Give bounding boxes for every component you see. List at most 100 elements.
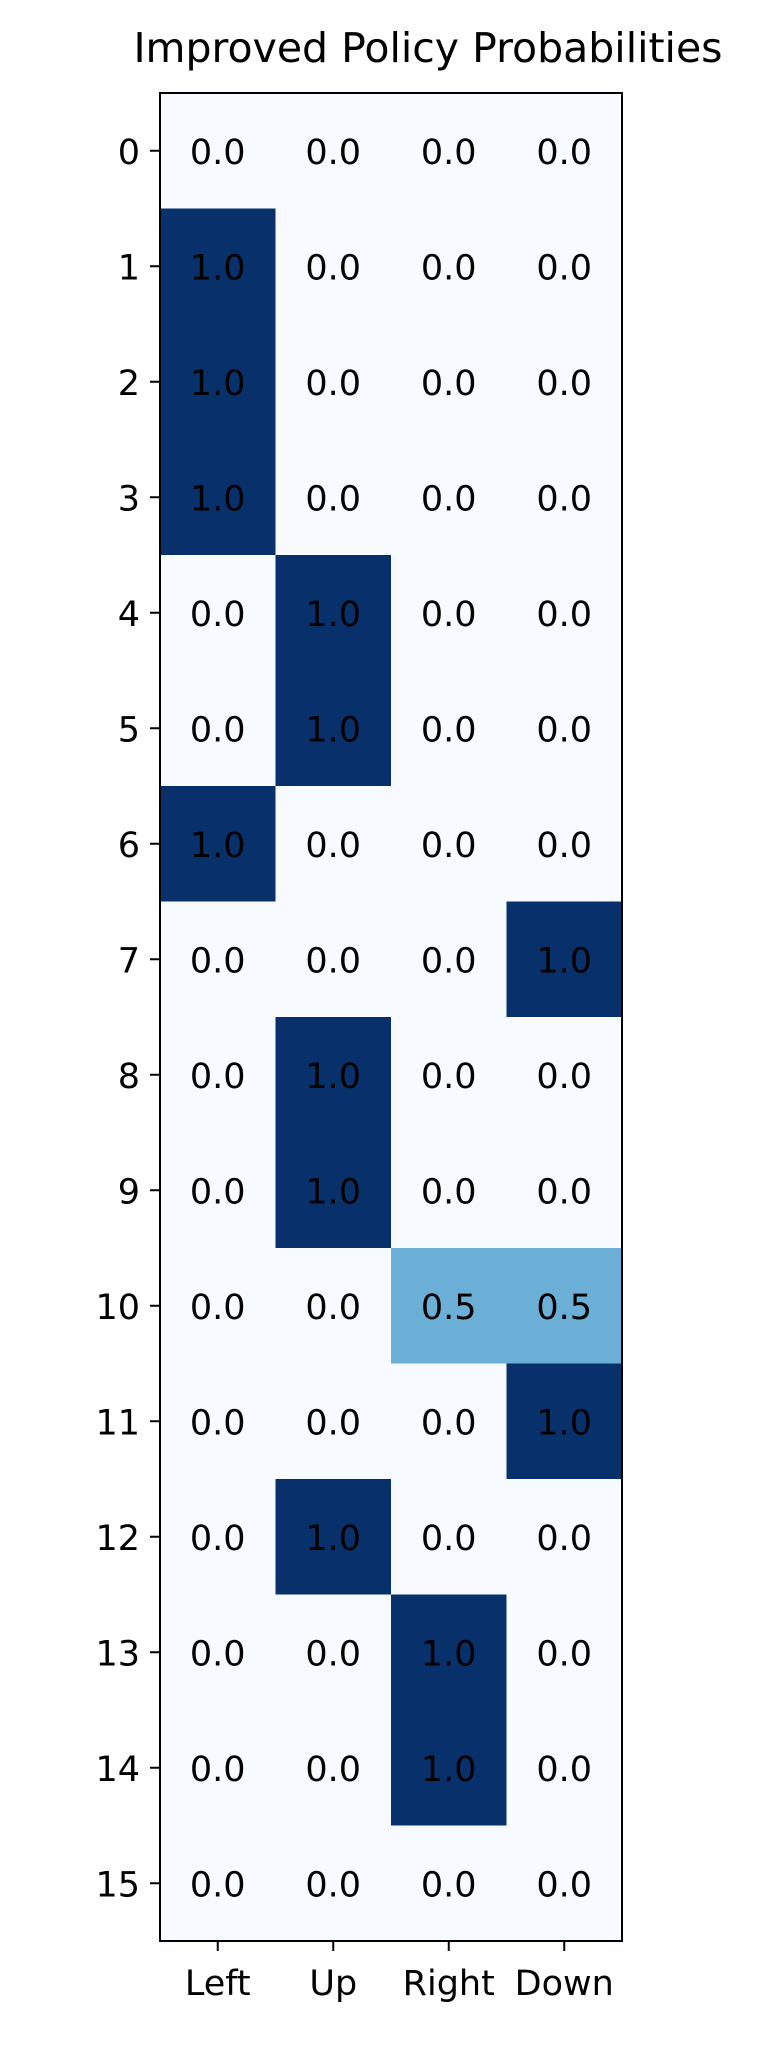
heatmap-cell bbox=[275, 670, 392, 787]
y-tick-label: 10 bbox=[95, 1288, 140, 1328]
cell-value-label: 0.0 bbox=[305, 1750, 361, 1790]
cell-value-label: 0.5 bbox=[421, 1288, 477, 1328]
heatmap-cell bbox=[160, 1710, 277, 1827]
cell-value-label: 0.0 bbox=[190, 1519, 246, 1559]
cell-value-label: 1.0 bbox=[305, 1519, 361, 1559]
chart-title: Improved Policy Probabilities bbox=[133, 24, 722, 72]
cell-value-label: 0.0 bbox=[421, 710, 477, 750]
cell-value-label: 0.0 bbox=[536, 1172, 592, 1212]
heatmap-cell bbox=[160, 1594, 277, 1711]
heatmap-cell bbox=[160, 1479, 277, 1596]
x-axis: Left Up Right Down bbox=[185, 1941, 614, 2004]
cell-value-label: 0.0 bbox=[421, 941, 477, 981]
heatmap-cell bbox=[160, 324, 277, 441]
cell-value-label: 0.0 bbox=[536, 710, 592, 750]
cell-value-label: 0.0 bbox=[305, 1288, 361, 1328]
y-tick-label: 15 bbox=[95, 1865, 140, 1905]
heatmap-cell bbox=[506, 1594, 623, 1711]
heatmap-cell bbox=[160, 93, 277, 210]
cell-value-label: 0.0 bbox=[305, 364, 361, 404]
cell-value-label: 0.0 bbox=[305, 1634, 361, 1674]
heatmap-cell bbox=[506, 670, 623, 787]
cell-value-label: 0.0 bbox=[421, 248, 477, 288]
heatmap-cell bbox=[160, 208, 277, 325]
heatmap-cell bbox=[506, 1363, 623, 1480]
heatmap-cell bbox=[275, 439, 392, 556]
heatmap-cell bbox=[391, 1248, 508, 1365]
cell-value-label: 0.0 bbox=[421, 364, 477, 404]
cell-value-label: 0.0 bbox=[536, 248, 592, 288]
heatmap-cell bbox=[275, 1132, 392, 1249]
heatmap-cell bbox=[275, 786, 392, 903]
cell-value-label: 0.0 bbox=[536, 1750, 592, 1790]
heatmap-cell bbox=[275, 555, 392, 672]
heatmap-cell bbox=[160, 1363, 277, 1480]
y-tick-label: 2 bbox=[118, 364, 140, 404]
cell-value-label: 0.0 bbox=[536, 133, 592, 173]
cell-value-label: 0.0 bbox=[190, 1288, 246, 1328]
cell-value-label: 1.0 bbox=[536, 1403, 592, 1443]
cell-value-label: 0.0 bbox=[421, 1057, 477, 1097]
heatmap-cell bbox=[391, 786, 508, 903]
cell-value-label: 0.0 bbox=[190, 1403, 246, 1443]
heatmap-cell bbox=[391, 1363, 508, 1480]
y-tick-label: 5 bbox=[118, 710, 140, 750]
cell-value-label: 0.0 bbox=[190, 133, 246, 173]
heatmap-cell bbox=[506, 208, 623, 325]
heatmap-cell bbox=[275, 901, 392, 1018]
cell-value-label: 0.0 bbox=[536, 1519, 592, 1559]
y-tick-label: 9 bbox=[118, 1172, 140, 1212]
heatmap-cell bbox=[160, 901, 277, 1018]
heatmap-cell bbox=[160, 670, 277, 787]
cell-value-label: 1.0 bbox=[190, 248, 246, 288]
heatmap-cell bbox=[506, 1248, 623, 1365]
cell-value-label: 0.0 bbox=[421, 1519, 477, 1559]
heatmap-cell bbox=[160, 1825, 277, 1942]
cell-value-label: 0.5 bbox=[536, 1288, 592, 1328]
cell-value-label: 0.0 bbox=[421, 133, 477, 173]
heatmap-cell bbox=[275, 93, 392, 210]
heatmap-cell bbox=[160, 1248, 277, 1365]
heatmap-cell bbox=[160, 1132, 277, 1249]
heatmap-cell bbox=[391, 324, 508, 441]
heatmap-cell bbox=[275, 1248, 392, 1365]
heatmap-cell bbox=[391, 1825, 508, 1942]
heatmap-cell bbox=[506, 1479, 623, 1596]
cell-value-label: 0.0 bbox=[190, 1057, 246, 1097]
heatmap-cell bbox=[391, 1710, 508, 1827]
cell-value-label: 1.0 bbox=[190, 479, 246, 519]
cell-value-label: 0.0 bbox=[190, 941, 246, 981]
cell-value-label: 0.0 bbox=[421, 1172, 477, 1212]
cell-value-label: 1.0 bbox=[421, 1634, 477, 1674]
cell-value-label: 0.0 bbox=[536, 826, 592, 866]
heatmap-cell bbox=[506, 1132, 623, 1249]
cell-value-label: 0.0 bbox=[305, 941, 361, 981]
cell-value-label: 1.0 bbox=[305, 710, 361, 750]
y-tick-label: 8 bbox=[118, 1057, 140, 1097]
cell-value-label: 0.0 bbox=[190, 1172, 246, 1212]
heatmap-cell bbox=[506, 1017, 623, 1134]
heatmap-cell bbox=[391, 208, 508, 325]
heatmap-cell bbox=[275, 1710, 392, 1827]
heatmap-cell bbox=[160, 786, 277, 903]
heatmap-cell bbox=[275, 324, 392, 441]
cell-value-label: 1.0 bbox=[305, 1172, 361, 1212]
heatmap-cell bbox=[391, 93, 508, 210]
y-tick-label: 12 bbox=[95, 1519, 140, 1559]
heatmap-cell bbox=[160, 439, 277, 556]
x-tick-label: Up bbox=[309, 1964, 357, 2004]
y-tick-label: 4 bbox=[118, 595, 140, 635]
cell-value-label: 0.0 bbox=[190, 710, 246, 750]
cell-value-label: 0.0 bbox=[305, 248, 361, 288]
y-tick-label: 3 bbox=[118, 479, 140, 519]
heatmap-cell bbox=[391, 670, 508, 787]
cell-value-label: 1.0 bbox=[305, 1057, 361, 1097]
y-tick-label: 14 bbox=[95, 1750, 140, 1790]
heatmap-cell bbox=[506, 439, 623, 556]
heatmap-cell bbox=[275, 1825, 392, 1942]
x-tick-label: Left bbox=[185, 1964, 251, 2004]
cell-value-label: 0.0 bbox=[305, 479, 361, 519]
cell-value-label: 0.0 bbox=[190, 1750, 246, 1790]
heatmap-cell bbox=[506, 1710, 623, 1827]
